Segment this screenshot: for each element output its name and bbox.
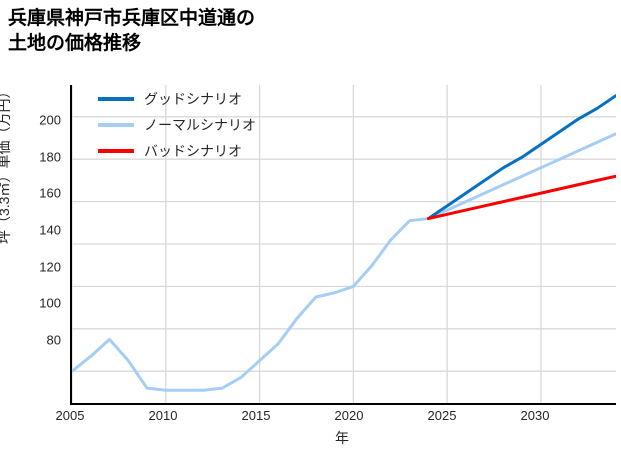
series-バッドシナリオ [426,174,616,221]
legend-swatch-good-icon [98,96,134,101]
legend-label-normal: ノーマルシナリオ [144,116,256,133]
legend-item-normal: ノーマルシナリオ [98,116,256,133]
y-tick-200: 200 [39,112,61,128]
x-axis-label: 年 [335,430,349,446]
y-tick-120: 120 [39,259,61,275]
series-グッドシナリオ [426,94,616,221]
legend-swatch-bad-icon [98,148,134,153]
y-axis-label: 坪（3.3㎡）単価（万円） [0,84,12,244]
y-tick-140: 140 [39,222,61,238]
chart-title: 兵庫県神戸市兵庫区中道通の 土地の価格推移 [8,8,256,55]
y-tick-80: 80 [46,332,61,348]
plot-area [70,85,616,405]
x-tick-2010: 2010 [148,408,178,423]
legend-label-bad: バッドシナリオ [144,142,242,159]
y-axis-tick-labels: 200 180 160 140 120 100 80 [0,0,66,465]
legend-swatch-normal-icon [98,122,134,127]
x-tick-2030: 2030 [520,408,550,423]
series-ノーマルシナリオ [72,132,616,392]
y-tick-180: 180 [39,149,61,165]
legend: グッドシナリオ ノーマルシナリオ バッドシナリオ [98,90,256,159]
x-tick-2015: 2015 [241,408,271,423]
legend-label-good: グッドシナリオ [144,90,242,107]
legend-item-bad: バッドシナリオ [98,142,256,159]
y-tick-160: 160 [39,185,61,201]
x-tick-2020: 2020 [334,408,364,423]
legend-item-good: グッドシナリオ [98,90,256,107]
x-tick-2025: 2025 [427,408,457,423]
gridlines [72,85,616,403]
x-tick-2005: 2005 [55,408,85,423]
series-lines [72,94,616,392]
y-tick-100: 100 [39,295,61,311]
